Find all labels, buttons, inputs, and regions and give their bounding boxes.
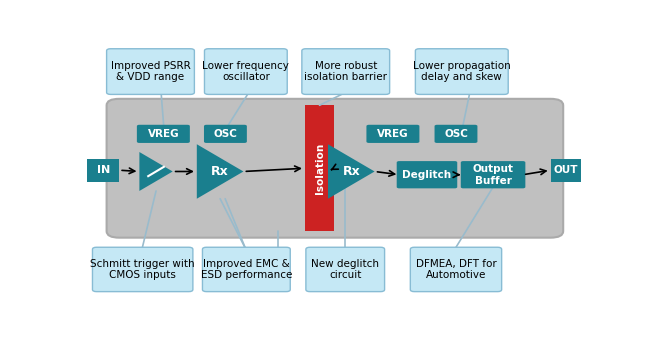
FancyBboxPatch shape xyxy=(202,247,290,292)
Polygon shape xyxy=(328,144,374,199)
FancyBboxPatch shape xyxy=(435,125,477,143)
Text: New deglitch
circuit: New deglitch circuit xyxy=(311,258,380,280)
Text: Rx: Rx xyxy=(342,165,360,178)
FancyBboxPatch shape xyxy=(204,125,247,143)
Text: Improved EMC &
ESD performance: Improved EMC & ESD performance xyxy=(201,258,292,280)
Text: OUT: OUT xyxy=(553,165,578,175)
Text: VREG: VREG xyxy=(148,129,179,139)
Bar xyxy=(87,158,119,182)
Bar xyxy=(551,158,581,182)
FancyBboxPatch shape xyxy=(137,125,190,143)
FancyBboxPatch shape xyxy=(367,125,419,143)
Text: Isolation: Isolation xyxy=(314,143,324,194)
Bar xyxy=(305,105,334,231)
Text: Lower propagation
delay and skew: Lower propagation delay and skew xyxy=(413,61,510,82)
Text: Schmitt trigger with
CMOS inputs: Schmitt trigger with CMOS inputs xyxy=(90,258,195,280)
FancyBboxPatch shape xyxy=(396,161,457,188)
FancyBboxPatch shape xyxy=(410,247,502,292)
Text: Lower frequency
oscillator: Lower frequency oscillator xyxy=(202,61,289,82)
Text: IN: IN xyxy=(97,165,110,175)
FancyBboxPatch shape xyxy=(415,49,508,94)
Text: OSC: OSC xyxy=(214,129,238,139)
Text: Improved PSRR
& VDD range: Improved PSRR & VDD range xyxy=(111,61,190,82)
Text: More robust
isolation barrier: More robust isolation barrier xyxy=(304,61,387,82)
FancyBboxPatch shape xyxy=(92,247,193,292)
Text: DFMEA, DFT for
Automotive: DFMEA, DFT for Automotive xyxy=(415,258,496,280)
Polygon shape xyxy=(197,144,243,199)
Polygon shape xyxy=(139,152,173,191)
Text: VREG: VREG xyxy=(377,129,409,139)
FancyBboxPatch shape xyxy=(306,247,385,292)
FancyBboxPatch shape xyxy=(461,161,525,188)
Text: Output
Buffer: Output Buffer xyxy=(473,164,514,186)
FancyBboxPatch shape xyxy=(107,99,563,238)
Text: Deglitch: Deglitch xyxy=(402,170,452,180)
Text: Rx: Rx xyxy=(211,165,229,178)
Text: OSC: OSC xyxy=(444,129,468,139)
FancyBboxPatch shape xyxy=(107,49,195,94)
FancyBboxPatch shape xyxy=(204,49,287,94)
FancyBboxPatch shape xyxy=(302,49,390,94)
